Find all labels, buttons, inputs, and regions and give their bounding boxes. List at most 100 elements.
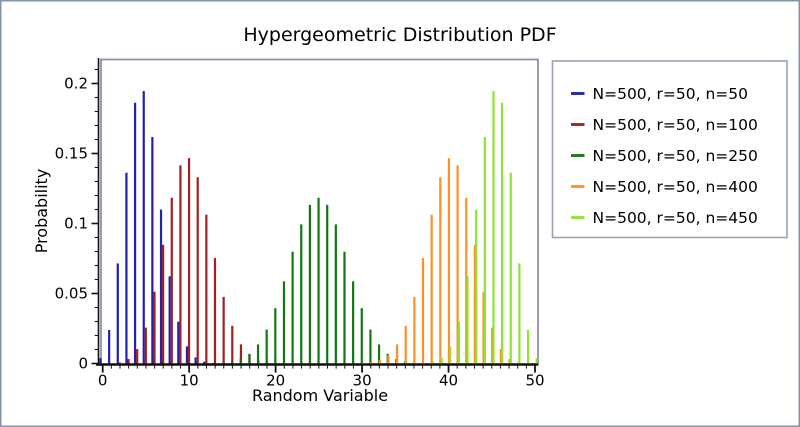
bar-N-500-r-50-n-400-x46 bbox=[499, 349, 502, 365]
bar-N-500-r-50-n-100-x9 bbox=[179, 165, 182, 365]
bar-N-500-r-50-n-450-x42 bbox=[466, 276, 469, 365]
x-tick-label: 30 bbox=[353, 372, 372, 390]
x-tick-label: 50 bbox=[525, 372, 544, 390]
y-tick-label: 0.05 bbox=[55, 285, 88, 303]
bar-N-500-r-50-n-400-x36 bbox=[413, 296, 416, 365]
bar-N-500-r-50-n-400-x43 bbox=[473, 244, 476, 365]
bar-N-500-r-50-n-100-x4 bbox=[136, 349, 139, 365]
bar-N-500-r-50-n-250-x20 bbox=[274, 308, 277, 365]
bar-N-500-r-50-n-50-x6 bbox=[151, 137, 154, 365]
bars-layer bbox=[99, 91, 538, 365]
bar-N-500-r-50-n-250-x24 bbox=[308, 204, 311, 365]
x-tick-label: 20 bbox=[266, 372, 285, 390]
bar-N-500-r-50-n-250-x17 bbox=[248, 353, 251, 365]
x-axis-label: Random Variable bbox=[252, 386, 388, 405]
bar-N-500-r-50-n-400-x42 bbox=[465, 197, 468, 365]
bar-N-500-r-50-n-400-x44 bbox=[482, 291, 485, 365]
chart-title: Hypergeometric Distribution PDF bbox=[243, 24, 556, 46]
x-tick-label: 0 bbox=[98, 372, 108, 390]
bar-N-500-r-50-n-50-x2 bbox=[116, 263, 119, 365]
axes-layer: 0 0.05 0.1 0.15 0.2 0 10 20 30 40 50 bbox=[55, 58, 545, 390]
bar-N-500-r-50-n-250-x28 bbox=[343, 251, 346, 365]
bar-N-500-r-50-n-100-x5 bbox=[144, 327, 147, 365]
bar-N-500-r-50-n-50-x8 bbox=[168, 276, 171, 365]
bar-N-500-r-50-n-50-x4 bbox=[133, 102, 137, 365]
bar-N-500-r-50-n-100-x14 bbox=[222, 296, 225, 365]
bar-N-500-r-50-n-100-x12 bbox=[205, 214, 208, 365]
bar-N-500-r-50-n-250-x32 bbox=[377, 344, 381, 365]
bar-N-500-r-50-n-250-x27 bbox=[334, 224, 337, 365]
bar-N-500-r-50-n-450-x43 bbox=[475, 209, 478, 365]
bar-N-500-r-50-n-100-x13 bbox=[213, 258, 217, 365]
bar-N-500-r-50-n-400-x37 bbox=[421, 258, 425, 365]
bar-N-500-r-50-n-400-x35 bbox=[404, 325, 407, 365]
bar-N-500-r-50-n-250-x15 bbox=[230, 361, 234, 365]
bar-N-500-r-50-n-450-x50 bbox=[535, 358, 538, 365]
bar-N-500-r-50-n-400-x31 bbox=[370, 362, 373, 365]
legend-label: N=500, r=50, n=450 bbox=[593, 209, 758, 227]
bar-N-500-r-50-n-100-x11 bbox=[196, 177, 199, 365]
legend: N=500, r=50, n=50 N=500, r=50, n=100 N=500… bbox=[551, 60, 788, 239]
bar-N-500-r-50-n-400-x47 bbox=[508, 359, 511, 365]
bar-N-500-r-50-n-250-x16 bbox=[239, 358, 242, 365]
bar-N-500-r-50-n-450-x48 bbox=[518, 263, 521, 365]
bar-N-500-r-50-n-100-x6 bbox=[153, 291, 156, 365]
bar-N-500-r-50-n-50-x5 bbox=[142, 91, 145, 365]
bar-N-500-r-50-n-250-x21 bbox=[282, 281, 286, 365]
y-tick-label: 0.1 bbox=[64, 215, 88, 233]
bar-N-500-r-50-n-50-x0 bbox=[99, 358, 102, 365]
bar-N-500-r-50-n-400-x39 bbox=[439, 177, 442, 365]
bar-N-500-r-50-n-250-x26 bbox=[326, 204, 329, 365]
bar-N-500-r-50-n-250-x18 bbox=[256, 344, 260, 365]
bar-N-500-r-50-n-50-x3 bbox=[125, 172, 128, 365]
bar-N-500-r-50-n-450-x49 bbox=[526, 329, 530, 365]
legend-label: N=500, r=50, n=400 bbox=[593, 178, 758, 196]
y-tick-label: 0.15 bbox=[55, 145, 88, 163]
bar-N-500-r-50-n-50-x12 bbox=[203, 361, 206, 365]
bar-N-500-r-50-n-250-x30 bbox=[360, 308, 363, 365]
legend-label: N=500, r=50, n=250 bbox=[593, 147, 758, 165]
bar-N-500-r-50-n-400-x34 bbox=[395, 344, 399, 365]
bar-N-500-r-50-n-400-x41 bbox=[456, 165, 459, 365]
bar-N-500-r-50-n-450-x46 bbox=[501, 102, 504, 365]
bar-N-500-r-50-n-450-x38 bbox=[431, 361, 435, 365]
bar-N-500-r-50-n-50-x7 bbox=[159, 209, 163, 365]
bar-N-500-r-50-n-100-x10 bbox=[187, 158, 191, 365]
bar-N-500-r-50-n-250-x29 bbox=[352, 281, 355, 365]
x-tick-label: 40 bbox=[439, 372, 458, 390]
legend-box bbox=[551, 60, 788, 239]
bar-N-500-r-50-n-250-x22 bbox=[291, 251, 294, 365]
bar-N-500-r-50-n-450-x39 bbox=[440, 357, 443, 365]
bar-N-500-r-50-n-400-x38 bbox=[430, 214, 433, 365]
bar-N-500-r-50-n-100-x3 bbox=[127, 359, 130, 365]
bar-N-500-r-50-n-250-x25 bbox=[317, 197, 320, 365]
y-tick-label: 0 bbox=[78, 355, 88, 373]
y-axis-label: Probability bbox=[32, 169, 51, 254]
bar-N-500-r-50-n-450-x47 bbox=[509, 172, 512, 365]
bar-N-500-r-50-n-50-x10 bbox=[185, 346, 189, 365]
bar-N-500-r-50-n-100-x8 bbox=[170, 197, 173, 365]
bar-N-500-r-50-n-450-x44 bbox=[483, 137, 486, 365]
bar-N-500-r-50-n-250-x23 bbox=[300, 224, 303, 365]
bar-N-500-r-50-n-250-x31 bbox=[369, 329, 372, 365]
bar-N-500-r-50-n-400-x48 bbox=[517, 362, 520, 365]
bar-N-500-r-50-n-250-x19 bbox=[265, 329, 268, 365]
x-tick-label: 10 bbox=[180, 372, 199, 390]
bar-N-500-r-50-n-450-x40 bbox=[449, 346, 452, 365]
bar-N-500-r-50-n-100-x15 bbox=[231, 325, 234, 365]
bar-N-500-r-50-n-50-x1 bbox=[108, 329, 111, 365]
bar-N-500-r-50-n-100-x16 bbox=[239, 344, 243, 365]
bar-N-500-r-50-n-50-x9 bbox=[177, 321, 180, 365]
bar-N-500-r-50-n-100-x7 bbox=[162, 244, 165, 365]
bar-N-500-r-50-n-400-x32 bbox=[378, 359, 381, 365]
legend-label: N=500, r=50, n=50 bbox=[593, 85, 749, 103]
bar-N-500-r-50-n-50-x11 bbox=[194, 357, 197, 365]
bar-N-500-r-50-n-450-x45 bbox=[492, 91, 495, 365]
bar-N-500-r-50-n-400-x40 bbox=[447, 158, 451, 365]
bar-N-500-r-50-n-400-x45 bbox=[491, 327, 494, 365]
bar-N-500-r-50-n-400-x33 bbox=[387, 354, 390, 365]
y-tick-label: 0.2 bbox=[64, 75, 88, 93]
